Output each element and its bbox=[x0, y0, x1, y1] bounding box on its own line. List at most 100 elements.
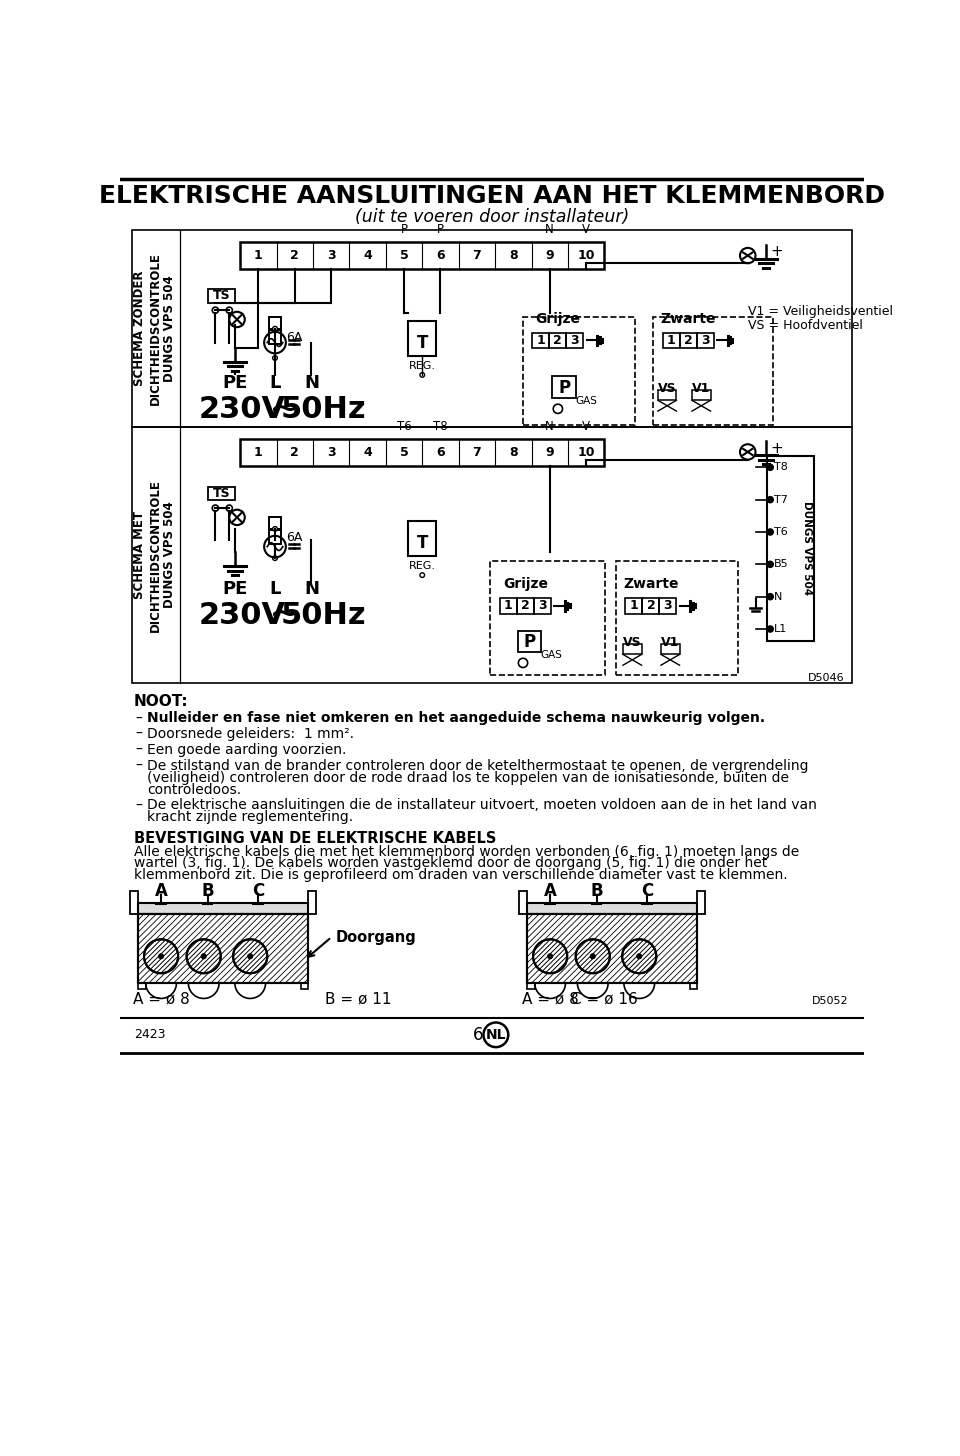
Text: 7: 7 bbox=[472, 249, 481, 262]
Circle shape bbox=[202, 954, 206, 958]
Text: 1: 1 bbox=[504, 600, 513, 613]
Bar bbox=[269, 530, 281, 545]
Text: klemmenbord zit. Die is geprofileerd om draden van verschillende diameter vast t: klemmenbord zit. Die is geprofileerd om … bbox=[134, 868, 787, 882]
Bar bbox=[130, 891, 138, 914]
Text: T8: T8 bbox=[774, 463, 788, 472]
Text: P: P bbox=[523, 633, 536, 651]
Text: BEVESTIGING VAN DE ELEKTRISCHE KABELS: BEVESTIGING VAN DE ELEKTRISCHE KABELS bbox=[134, 831, 496, 846]
Bar bbox=[616, 561, 738, 676]
Text: VS = Hoofdventiel: VS = Hoofdventiel bbox=[748, 319, 863, 332]
Text: ~: ~ bbox=[269, 594, 301, 632]
Text: 3: 3 bbox=[663, 600, 672, 613]
Text: GAS: GAS bbox=[540, 651, 562, 660]
Text: NL: NL bbox=[486, 1028, 506, 1042]
Text: 2: 2 bbox=[554, 333, 563, 347]
Bar bbox=[625, 598, 642, 613]
Text: T: T bbox=[417, 534, 428, 552]
Bar bbox=[532, 332, 549, 348]
Circle shape bbox=[273, 556, 277, 561]
Text: C: C bbox=[641, 882, 653, 900]
Text: Doorgang: Doorgang bbox=[335, 929, 417, 945]
Text: PE: PE bbox=[222, 579, 248, 598]
Text: V1: V1 bbox=[661, 636, 680, 648]
Bar bbox=[527, 903, 697, 914]
Bar bbox=[658, 390, 677, 400]
Text: 2: 2 bbox=[684, 333, 692, 347]
Text: 2: 2 bbox=[290, 446, 300, 459]
Text: 230V: 230V bbox=[199, 601, 286, 629]
Text: V: V bbox=[582, 223, 590, 236]
Circle shape bbox=[622, 939, 657, 973]
Text: 6A: 6A bbox=[286, 531, 302, 545]
Text: P: P bbox=[437, 223, 444, 236]
Circle shape bbox=[636, 954, 641, 958]
Text: 6: 6 bbox=[436, 249, 444, 262]
Circle shape bbox=[767, 496, 774, 502]
Bar bbox=[138, 914, 308, 983]
Bar bbox=[660, 644, 680, 654]
Text: 50Hz: 50Hz bbox=[281, 601, 367, 629]
Text: TS: TS bbox=[213, 290, 230, 301]
Text: +: + bbox=[771, 245, 783, 259]
Text: kracht zijnde reglementering.: kracht zijnde reglementering. bbox=[147, 811, 353, 824]
Text: L1: L1 bbox=[774, 625, 787, 633]
Text: 8: 8 bbox=[509, 249, 517, 262]
Text: controledoos.: controledoos. bbox=[147, 783, 241, 796]
Bar bbox=[697, 891, 706, 914]
Circle shape bbox=[420, 373, 424, 377]
Text: A = ø 8: A = ø 8 bbox=[521, 992, 579, 1006]
Text: DUNGS VPS 504: DUNGS VPS 504 bbox=[803, 501, 812, 596]
Text: 1: 1 bbox=[254, 446, 263, 459]
Bar bbox=[408, 521, 436, 556]
Text: (veiligheid) controleren door de rode draad los te koppelen van de ionisatiesond: (veiligheid) controleren door de rode dr… bbox=[147, 770, 789, 785]
Circle shape bbox=[212, 505, 219, 511]
Bar bbox=[552, 377, 576, 397]
Text: TS: TS bbox=[213, 486, 230, 499]
Bar bbox=[138, 983, 146, 990]
Text: 3: 3 bbox=[701, 333, 709, 347]
Text: N: N bbox=[774, 591, 782, 601]
Circle shape bbox=[767, 594, 774, 600]
Text: 3: 3 bbox=[326, 446, 335, 459]
Circle shape bbox=[533, 939, 567, 973]
Text: A: A bbox=[543, 882, 557, 900]
Text: –: – bbox=[135, 798, 142, 812]
Bar bbox=[207, 288, 235, 303]
Bar bbox=[138, 914, 308, 983]
Bar bbox=[300, 983, 308, 990]
Text: (uit te voeren door installateur): (uit te voeren door installateur) bbox=[355, 208, 629, 226]
Text: REG.: REG. bbox=[409, 361, 436, 371]
Text: T6: T6 bbox=[774, 527, 788, 537]
Circle shape bbox=[227, 505, 232, 511]
Text: De stilstand van de brander controleren door de ketelthermostaat te openen, de v: De stilstand van de brander controleren … bbox=[147, 759, 808, 773]
Text: +: + bbox=[771, 441, 783, 456]
Circle shape bbox=[767, 529, 774, 534]
Bar bbox=[519, 891, 527, 914]
Circle shape bbox=[273, 355, 277, 360]
Bar bbox=[527, 983, 535, 990]
Bar bbox=[269, 517, 281, 529]
Text: 2: 2 bbox=[290, 249, 300, 262]
Bar bbox=[269, 317, 281, 329]
Text: T8: T8 bbox=[433, 419, 447, 432]
Text: 3: 3 bbox=[570, 333, 579, 347]
Text: 4: 4 bbox=[363, 446, 372, 459]
Text: Doorsnede geleiders:  1 mm².: Doorsnede geleiders: 1 mm². bbox=[147, 727, 354, 741]
Bar bbox=[692, 390, 710, 400]
Text: C: C bbox=[252, 882, 264, 900]
Bar bbox=[697, 332, 713, 348]
Text: V1 = Veiligheidsventiel: V1 = Veiligheidsventiel bbox=[748, 306, 893, 319]
Text: PE: PE bbox=[222, 374, 248, 392]
Text: N: N bbox=[304, 579, 319, 598]
Bar bbox=[680, 332, 697, 348]
Bar bbox=[132, 230, 852, 427]
Bar bbox=[408, 320, 436, 355]
Text: –: – bbox=[135, 759, 142, 773]
Bar bbox=[269, 331, 281, 344]
Text: 3: 3 bbox=[326, 249, 335, 262]
Bar bbox=[240, 438, 605, 466]
Text: B: B bbox=[202, 882, 214, 900]
Bar bbox=[653, 317, 774, 425]
Bar bbox=[240, 242, 605, 269]
Bar bbox=[549, 332, 566, 348]
